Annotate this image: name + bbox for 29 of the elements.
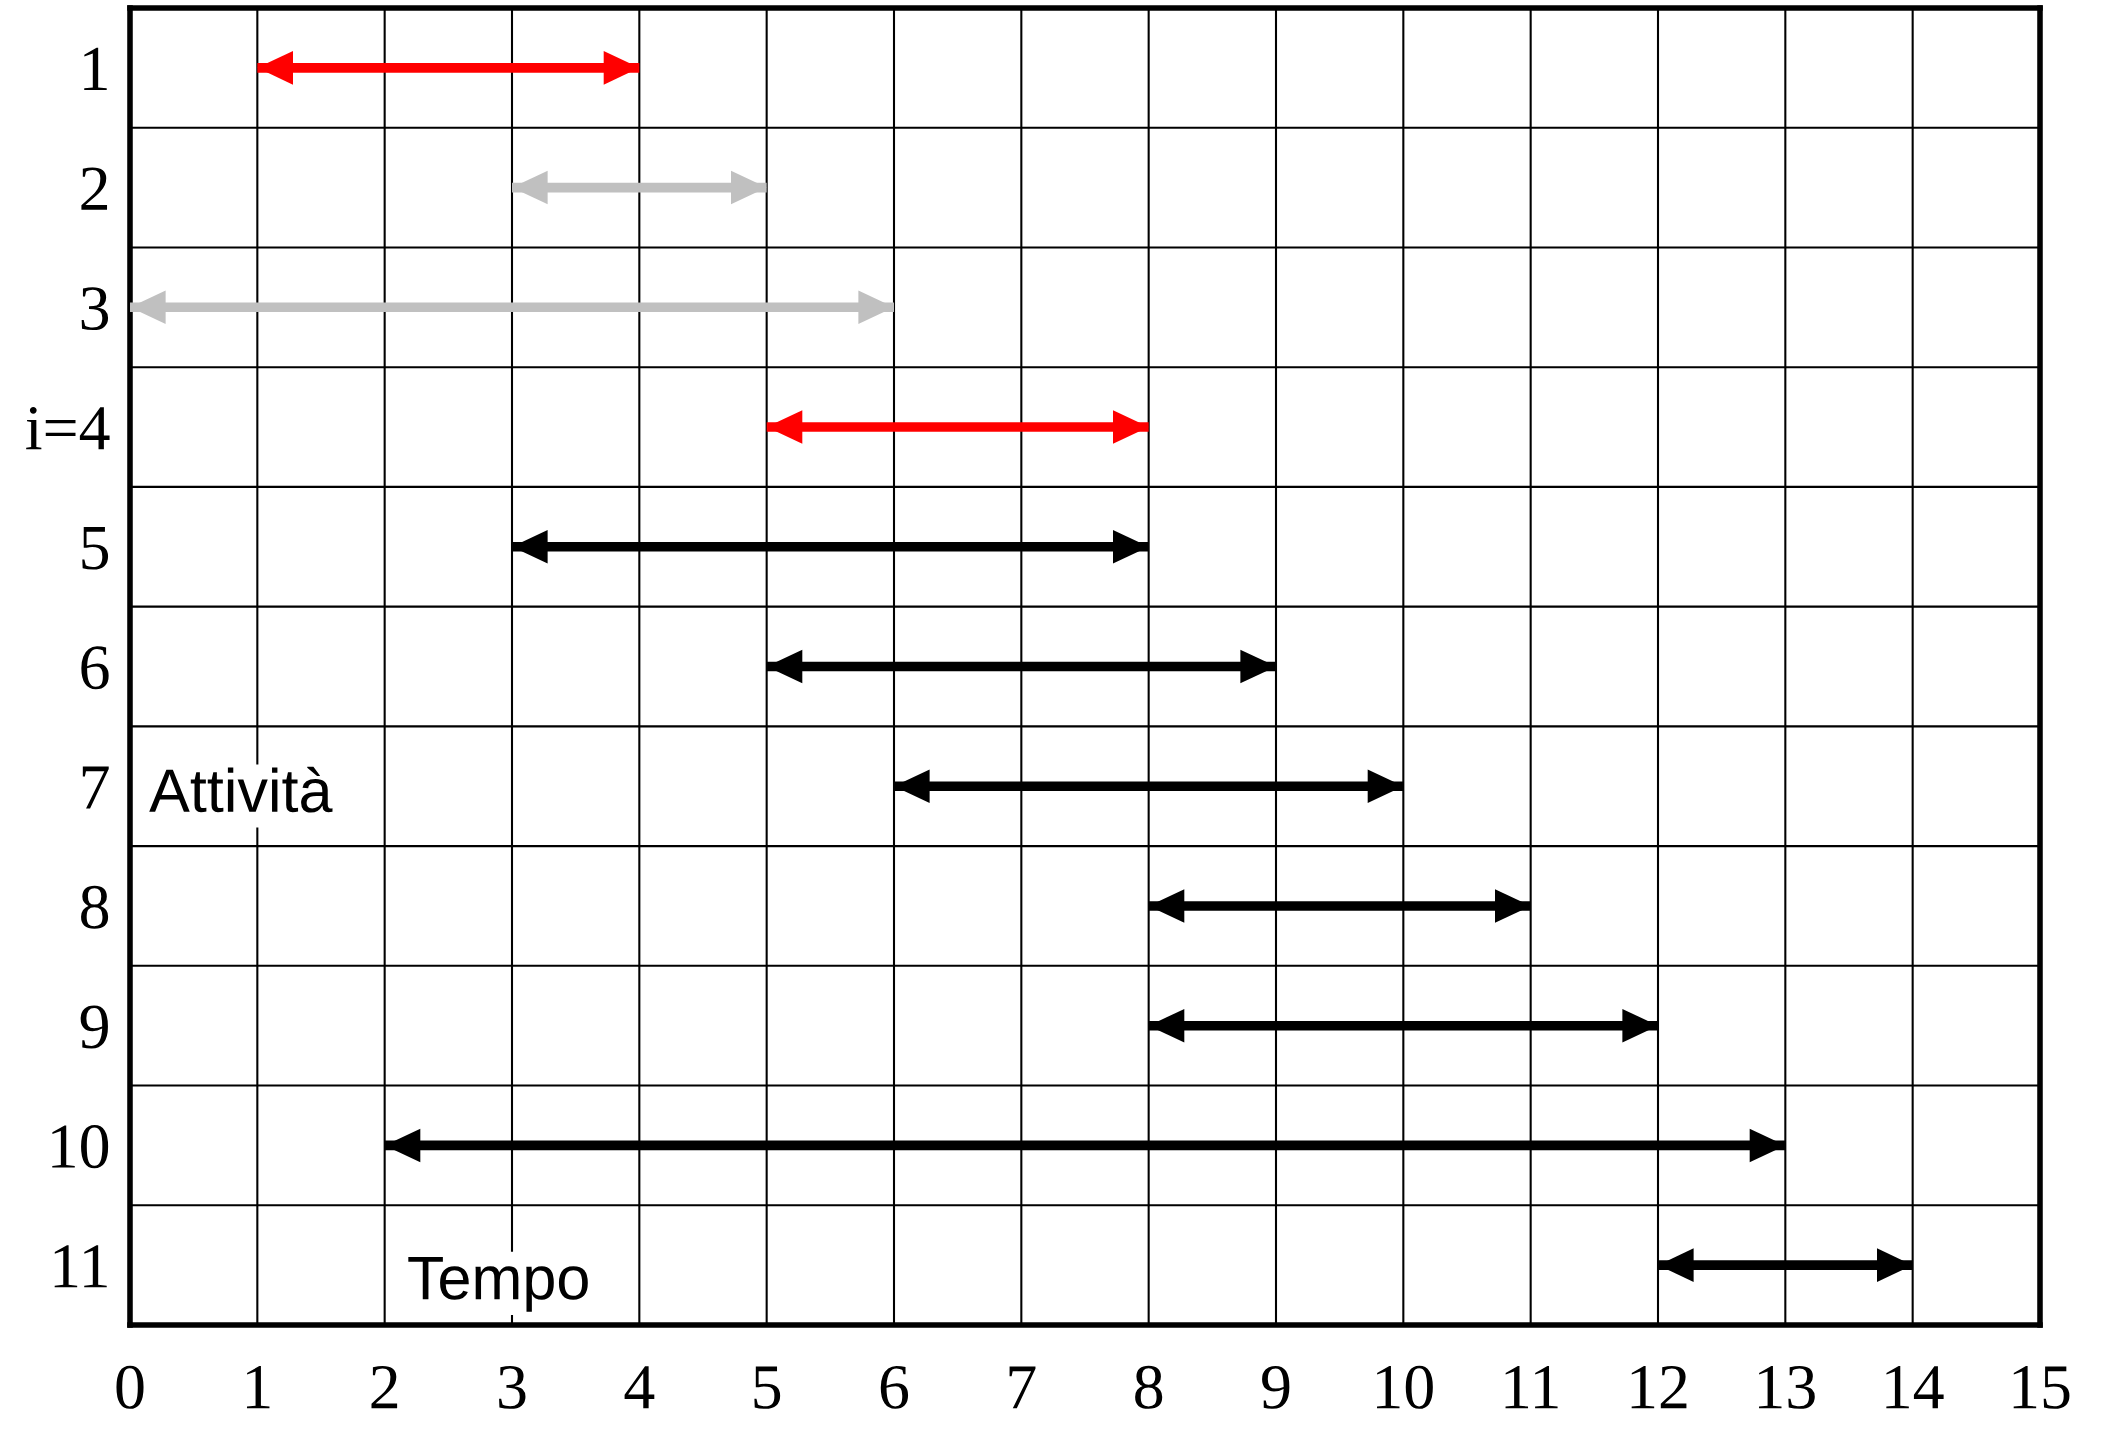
x-tick-label: 7 xyxy=(1009,1366,1036,1409)
x-tick-label: 4 xyxy=(624,1366,655,1409)
x-tick-label: 2 xyxy=(371,1365,398,1409)
y-tick-label: 9 xyxy=(80,1005,108,1049)
y-tick-label: 5 xyxy=(82,527,109,570)
x-tick-label: 8 xyxy=(1135,1365,1163,1409)
x-tick-label: 6 xyxy=(880,1365,909,1409)
x-tick-label: 5 xyxy=(754,1366,781,1409)
y-tick-label: 6 xyxy=(81,646,109,690)
x-tick-label: 11 xyxy=(1505,1366,1558,1409)
y-tick-label: 2 xyxy=(81,167,108,210)
y-tick-label: 8 xyxy=(81,885,109,929)
y-tick-label: i=4 xyxy=(26,406,110,450)
y-tick-label: 10 xyxy=(52,1125,109,1169)
y-tick-label: 3 xyxy=(81,287,109,331)
x-tick-label: 12 xyxy=(1631,1365,1687,1409)
annotation: Tempo xyxy=(408,1257,588,1312)
x-tick-label: 9 xyxy=(1262,1365,1290,1409)
x-tick-label: 1 xyxy=(246,1366,270,1409)
x-tick-label: 3 xyxy=(499,1365,526,1409)
annotation: Attività xyxy=(149,766,333,813)
y-tick-label: 11 xyxy=(54,1245,107,1288)
x-tick-label: 13 xyxy=(1759,1365,1815,1409)
y-tick-label: 1 xyxy=(84,47,107,91)
x-tick-label: 15 xyxy=(2013,1366,2070,1409)
x-tick-label: 14 xyxy=(1886,1366,1944,1409)
x-tick-label: 0 xyxy=(116,1365,144,1409)
y-tick-label: 7 xyxy=(82,766,109,809)
x-tick-label: 10 xyxy=(1377,1365,1433,1409)
